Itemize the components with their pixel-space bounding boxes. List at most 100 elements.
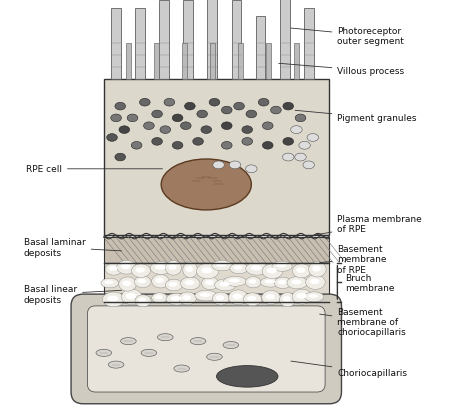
Ellipse shape (229, 161, 241, 169)
Ellipse shape (216, 263, 227, 267)
Text: Basement
membrane
of RPE: Basement membrane of RPE (319, 244, 387, 274)
Ellipse shape (215, 279, 236, 291)
Ellipse shape (197, 263, 219, 279)
Bar (208, 21, 218, 80)
Ellipse shape (303, 161, 314, 169)
Ellipse shape (224, 277, 246, 287)
Ellipse shape (295, 115, 306, 122)
Bar (280, 17, 290, 80)
Ellipse shape (221, 123, 232, 130)
Ellipse shape (247, 296, 256, 301)
Text: Basal laminar
deposits: Basal laminar deposits (24, 238, 121, 257)
Ellipse shape (217, 366, 278, 387)
Ellipse shape (122, 281, 131, 286)
Ellipse shape (264, 280, 275, 284)
Ellipse shape (234, 103, 245, 111)
Ellipse shape (309, 294, 318, 298)
Text: Villous process: Villous process (279, 64, 404, 76)
Ellipse shape (209, 99, 220, 107)
Bar (266, 44, 271, 80)
Ellipse shape (228, 290, 248, 305)
Ellipse shape (107, 296, 118, 302)
Ellipse shape (195, 290, 217, 301)
Ellipse shape (121, 290, 142, 305)
Text: Choriocapillaris: Choriocapillaris (291, 361, 407, 377)
Ellipse shape (274, 278, 292, 289)
Ellipse shape (138, 298, 146, 303)
Ellipse shape (283, 154, 294, 161)
Ellipse shape (115, 154, 126, 161)
Ellipse shape (291, 280, 301, 285)
Ellipse shape (117, 261, 137, 274)
Ellipse shape (171, 296, 182, 301)
Ellipse shape (246, 166, 257, 173)
Ellipse shape (109, 361, 124, 368)
Ellipse shape (306, 275, 325, 290)
Ellipse shape (126, 293, 136, 299)
Bar (238, 44, 243, 80)
Ellipse shape (152, 293, 167, 303)
Ellipse shape (310, 279, 319, 285)
Ellipse shape (119, 126, 130, 134)
Ellipse shape (179, 292, 196, 305)
Ellipse shape (201, 268, 212, 274)
Ellipse shape (201, 278, 219, 290)
FancyBboxPatch shape (71, 294, 341, 404)
Ellipse shape (165, 261, 182, 275)
Bar (135, 0, 145, 80)
Ellipse shape (190, 338, 206, 345)
Ellipse shape (299, 142, 310, 150)
Ellipse shape (278, 280, 286, 285)
Ellipse shape (248, 280, 256, 284)
Ellipse shape (272, 261, 292, 272)
Bar (104, 80, 329, 236)
Ellipse shape (135, 295, 151, 307)
Ellipse shape (109, 266, 117, 271)
Ellipse shape (107, 134, 118, 142)
Ellipse shape (260, 278, 281, 287)
Ellipse shape (233, 294, 242, 300)
Ellipse shape (131, 142, 142, 150)
Ellipse shape (307, 134, 319, 142)
Ellipse shape (265, 294, 275, 300)
Ellipse shape (292, 290, 312, 304)
Ellipse shape (234, 266, 243, 270)
Ellipse shape (184, 103, 195, 111)
Ellipse shape (155, 295, 163, 299)
Ellipse shape (223, 342, 238, 349)
Ellipse shape (216, 295, 224, 301)
Ellipse shape (296, 268, 305, 273)
Ellipse shape (102, 292, 125, 307)
Ellipse shape (258, 99, 269, 107)
Bar (182, 44, 187, 80)
Ellipse shape (144, 123, 154, 130)
Ellipse shape (111, 115, 121, 122)
Ellipse shape (121, 264, 130, 270)
Ellipse shape (169, 282, 177, 287)
Ellipse shape (291, 126, 302, 134)
Ellipse shape (138, 279, 146, 284)
Ellipse shape (96, 349, 111, 356)
Ellipse shape (262, 264, 283, 279)
Ellipse shape (166, 294, 188, 305)
Ellipse shape (120, 338, 136, 345)
Ellipse shape (172, 142, 183, 150)
Ellipse shape (136, 268, 145, 273)
Ellipse shape (263, 142, 273, 150)
Ellipse shape (155, 265, 166, 270)
Text: Plasma membrane
of RPE: Plasma membrane of RPE (316, 214, 422, 235)
Ellipse shape (280, 293, 296, 307)
Text: Photoreceptor
outer segment: Photoreceptor outer segment (291, 27, 404, 46)
Ellipse shape (201, 126, 211, 134)
Text: Basal linear
deposits: Basal linear deposits (24, 285, 121, 304)
Bar (255, 17, 265, 80)
Bar (210, 44, 215, 80)
Ellipse shape (312, 266, 321, 272)
Ellipse shape (296, 293, 306, 299)
Bar (159, 0, 169, 80)
Ellipse shape (212, 261, 233, 271)
Ellipse shape (283, 138, 293, 146)
Text: RPE cell: RPE cell (26, 165, 163, 174)
Ellipse shape (186, 266, 193, 273)
Ellipse shape (221, 107, 232, 114)
